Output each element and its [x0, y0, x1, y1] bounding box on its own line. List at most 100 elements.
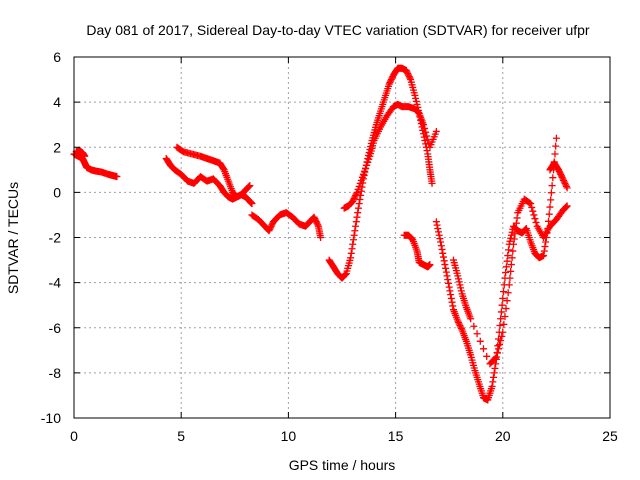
data-point — [529, 207, 537, 215]
data-point — [503, 257, 511, 265]
data-point — [313, 219, 321, 227]
data-point — [248, 200, 256, 208]
data-point — [404, 70, 412, 78]
data-point — [511, 230, 519, 238]
x-axis-title: GPS time / hours — [289, 457, 396, 473]
x-tick-label: 20 — [495, 428, 511, 444]
data-point — [507, 261, 515, 269]
data-point — [549, 174, 557, 182]
data-point — [349, 236, 357, 244]
data-point — [547, 189, 555, 197]
data-point — [356, 179, 364, 187]
data-point — [507, 234, 515, 242]
chart-title: Day 081 of 2017, Sidereal Day-to-day VTE… — [86, 22, 590, 38]
series-seg2b — [173, 143, 254, 201]
data-point — [557, 170, 565, 178]
data-point — [540, 247, 548, 255]
data-point — [352, 222, 360, 230]
data-point — [349, 197, 357, 205]
data-markers — [70, 64, 571, 404]
data-point — [361, 167, 369, 175]
data-point — [265, 227, 273, 235]
data-point — [351, 227, 359, 235]
series-seg1 — [70, 150, 121, 181]
data-point — [547, 196, 555, 204]
data-point — [422, 128, 430, 136]
data-point — [562, 203, 570, 211]
data-point — [506, 274, 514, 282]
grid — [74, 57, 610, 418]
data-point — [352, 190, 360, 198]
data-point — [505, 281, 513, 289]
data-point — [432, 218, 440, 226]
data-point — [496, 341, 504, 349]
data-point — [441, 261, 449, 269]
data-point — [546, 203, 554, 211]
data-point — [342, 270, 350, 278]
data-point — [492, 353, 500, 361]
data-point — [457, 287, 465, 295]
data-point — [436, 235, 444, 243]
y-axis-title: SDTVAR / TECUs — [5, 182, 21, 294]
data-point — [557, 172, 565, 180]
data-point — [501, 312, 509, 320]
x-tick-label: 5 — [177, 428, 185, 444]
data-point — [437, 242, 445, 250]
data-point — [562, 203, 570, 211]
data-point — [555, 166, 563, 174]
data-point — [552, 134, 560, 142]
data-point — [352, 218, 360, 226]
data-point — [454, 272, 462, 280]
data-point — [496, 321, 504, 329]
data-point — [526, 199, 534, 207]
series-seg6 — [432, 134, 560, 404]
data-point — [434, 224, 442, 232]
data-point — [454, 317, 462, 325]
data-point — [357, 176, 365, 184]
axis-ticks — [73, 56, 611, 419]
data-point — [439, 253, 447, 261]
series-seg3 — [248, 209, 325, 241]
data-point — [456, 281, 464, 289]
data-point — [317, 234, 325, 241]
data-point — [388, 74, 396, 82]
data-point — [81, 152, 89, 160]
data-point — [497, 308, 505, 316]
data-point — [508, 254, 516, 262]
data-point — [245, 182, 253, 190]
data-point — [562, 182, 570, 190]
data-point — [406, 74, 414, 82]
data-point — [440, 257, 448, 265]
series-seg2 — [162, 155, 256, 208]
data-point — [548, 182, 556, 190]
series-seg5 — [400, 231, 434, 271]
data-point — [561, 179, 569, 187]
data-point — [358, 173, 366, 181]
data-point — [386, 79, 394, 87]
data-point — [439, 249, 447, 257]
data-point — [412, 97, 420, 105]
data-point — [349, 196, 357, 204]
x-tick-label: 25 — [602, 428, 618, 444]
data-point — [447, 291, 455, 299]
data-point — [387, 76, 395, 84]
data-point — [497, 315, 505, 323]
data-point — [353, 188, 361, 196]
data-point — [341, 271, 349, 279]
data-point — [505, 246, 513, 254]
data-point — [435, 231, 443, 239]
data-point — [489, 378, 497, 386]
data-point — [551, 150, 559, 158]
data-point — [457, 284, 465, 292]
data-point — [311, 215, 319, 223]
series-seg4b — [340, 100, 440, 212]
data-point — [419, 121, 427, 129]
data-point — [510, 235, 518, 243]
data-point — [433, 221, 441, 229]
data-point — [246, 182, 254, 190]
data-point — [500, 288, 508, 296]
data-point — [528, 203, 536, 211]
data-point — [444, 276, 452, 284]
data-point — [413, 100, 421, 108]
